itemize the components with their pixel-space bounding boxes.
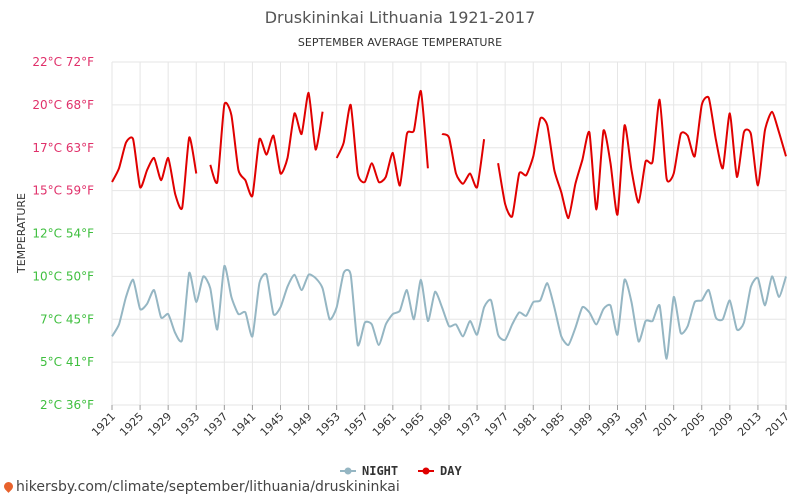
y-tick-label: 20°C 68°F <box>32 98 94 112</box>
y-tick-label: 5°C 41°F <box>40 355 94 369</box>
x-tick-label: 1965 <box>398 410 427 439</box>
day-series-line <box>111 136 198 211</box>
x-tick-label: 1997 <box>623 410 652 439</box>
legend-night-label: NIGHT <box>362 464 398 478</box>
x-tick-label: 1945 <box>258 410 287 439</box>
day-series-line <box>441 133 486 189</box>
x-tick-label: 1921 <box>89 410 118 439</box>
x-tick-label: 1969 <box>426 410 455 439</box>
x-tick-label: 1981 <box>510 410 539 439</box>
legend[interactable]: NIGHT DAY <box>340 464 462 478</box>
x-tick-labels: 1921 1925 1929 1933 1937 1941 1945 1949 1953 1957… <box>89 405 792 439</box>
y-tick-labels: 22°C 72°F 20°C 68°F 17°C 63°F 15°C 59°F 12°C… <box>32 55 94 412</box>
night-series-line <box>111 265 787 360</box>
legend-item-day[interactable]: DAY <box>418 464 462 478</box>
x-tick-label: 1985 <box>538 410 567 439</box>
source-url[interactable]: hikersby.com/climate/september/lithuania… <box>16 479 400 495</box>
x-tick-label: 1941 <box>230 410 259 439</box>
x-tick-label: 1993 <box>595 410 624 439</box>
x-tick-label: 1989 <box>567 410 596 439</box>
x-tick-label: 2017 <box>763 410 792 439</box>
y-axis-label: TEMPERATURE <box>15 193 28 274</box>
location-pin-icon <box>2 480 15 493</box>
day-series-line <box>209 91 324 198</box>
legend-day-label: DAY <box>440 464 462 478</box>
gridlines <box>111 61 787 406</box>
chart-subtitle: SEPTEMBER AVERAGE TEMPERATURE <box>298 36 502 49</box>
x-tick-label: 2001 <box>651 410 680 439</box>
x-tick-label: 2009 <box>707 410 736 439</box>
y-tick-label: 12°C 54°F <box>32 227 94 241</box>
day-series-line <box>335 90 429 187</box>
x-tick-label: 1933 <box>173 410 202 439</box>
day-series-line <box>497 95 787 220</box>
series-lines <box>111 90 787 360</box>
x-tick-label: 1977 <box>482 410 511 439</box>
y-tick-label: 10°C 50°F <box>32 269 94 283</box>
x-tick-label: 1937 <box>201 410 230 439</box>
x-tick-label: 2005 <box>679 410 708 439</box>
x-tick-label: 2013 <box>735 410 764 439</box>
y-tick-label: 15°C 59°F <box>32 184 94 198</box>
y-tick-label: 17°C 63°F <box>32 141 94 155</box>
y-tick-label: 7°C 45°F <box>40 312 94 326</box>
legend-day-marker <box>422 467 430 475</box>
source-footer[interactable]: hikersby.com/climate/september/lithuania… <box>2 479 400 495</box>
y-tick-label: 2°C 36°F <box>40 398 94 412</box>
x-tick-label: 1961 <box>370 410 399 439</box>
y-tick-label: 22°C 72°F <box>32 55 94 69</box>
legend-item-night[interactable]: NIGHT <box>340 464 398 478</box>
chart-title: Druskininkai Lithuania 1921-2017 <box>265 8 536 27</box>
x-tick-label: 1929 <box>145 410 174 439</box>
x-tick-label: 1925 <box>117 410 146 439</box>
x-tick-label: 1949 <box>286 410 315 439</box>
x-tick-label: 1957 <box>342 410 371 439</box>
x-tick-label: 1953 <box>314 410 343 439</box>
legend-night-marker <box>344 467 352 475</box>
x-tick-label: 1973 <box>454 410 483 439</box>
